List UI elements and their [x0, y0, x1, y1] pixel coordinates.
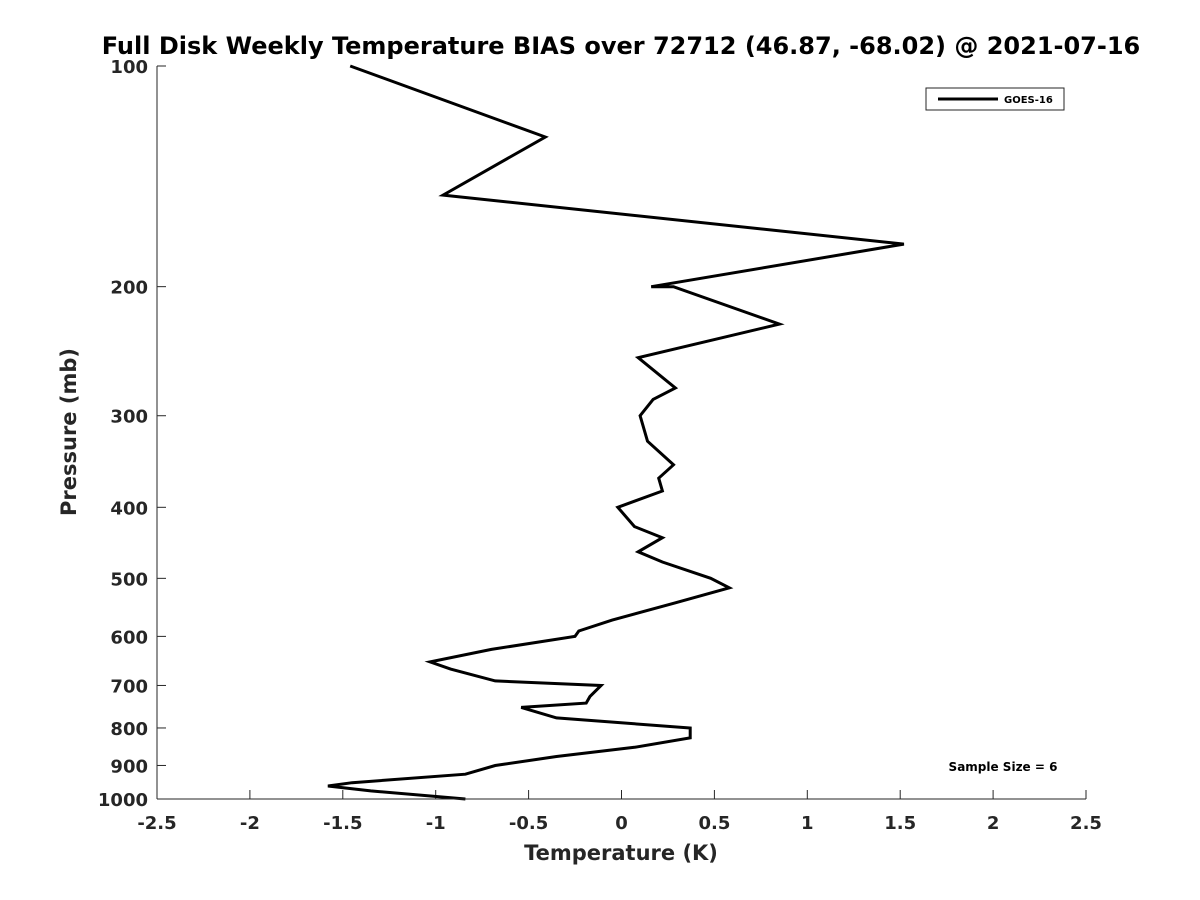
- x-tick-label: 0: [615, 813, 628, 834]
- y-tick-label: 700: [110, 676, 148, 697]
- x-tick-label: 0.5: [698, 813, 730, 834]
- sample-size-annotation: Sample Size = 6: [949, 760, 1058, 774]
- plot-area: -2.5 -2 -1.5 -1 -0.5 0 0.5 1 1.5 2 2.5 100 200 300 40…: [98, 57, 1102, 834]
- x-tick-label: -1: [426, 813, 446, 834]
- legend-entry-goes-16: GOES-16: [1004, 95, 1053, 106]
- y-axis-label: Pressure (mb): [57, 348, 81, 516]
- x-tick-label: 2.5: [1070, 813, 1102, 834]
- x-tick-label: -1.5: [323, 813, 362, 834]
- y-tick-label: 300: [110, 407, 148, 428]
- series-layer: [327, 64, 905, 801]
- y-tick-label: 100: [110, 57, 148, 78]
- chart-title: Full Disk Weekly Temperature BIAS over 7…: [102, 32, 1141, 60]
- series-line-goes-16: [327, 64, 905, 801]
- y-tick-label: 200: [110, 278, 148, 299]
- x-tick-label: -2: [240, 813, 260, 834]
- x-tick-label: 1: [801, 813, 814, 834]
- y-tick-label: 900: [110, 756, 148, 777]
- y-tick-label: 600: [110, 627, 148, 648]
- x-tick-label: -0.5: [509, 813, 548, 834]
- axes-box: [157, 66, 1086, 799]
- y-tick-label: 800: [110, 719, 148, 740]
- legend: GOES-16: [925, 87, 1065, 111]
- y-axis-ticks: 100 200 300 400 500 600 700 800 900 1000: [98, 57, 166, 811]
- x-axis-label: Temperature (K): [524, 841, 718, 865]
- x-tick-label: -2.5: [137, 813, 176, 834]
- x-axis-ticks: -2.5 -2 -1.5 -1 -0.5 0 0.5 1 1.5 2 2.5: [137, 790, 1102, 834]
- x-tick-label: 1.5: [884, 813, 916, 834]
- y-tick-label: 500: [110, 569, 148, 590]
- x-tick-label: 2: [987, 813, 1000, 834]
- y-tick-label: 400: [110, 498, 148, 519]
- y-tick-label: 1000: [98, 790, 148, 811]
